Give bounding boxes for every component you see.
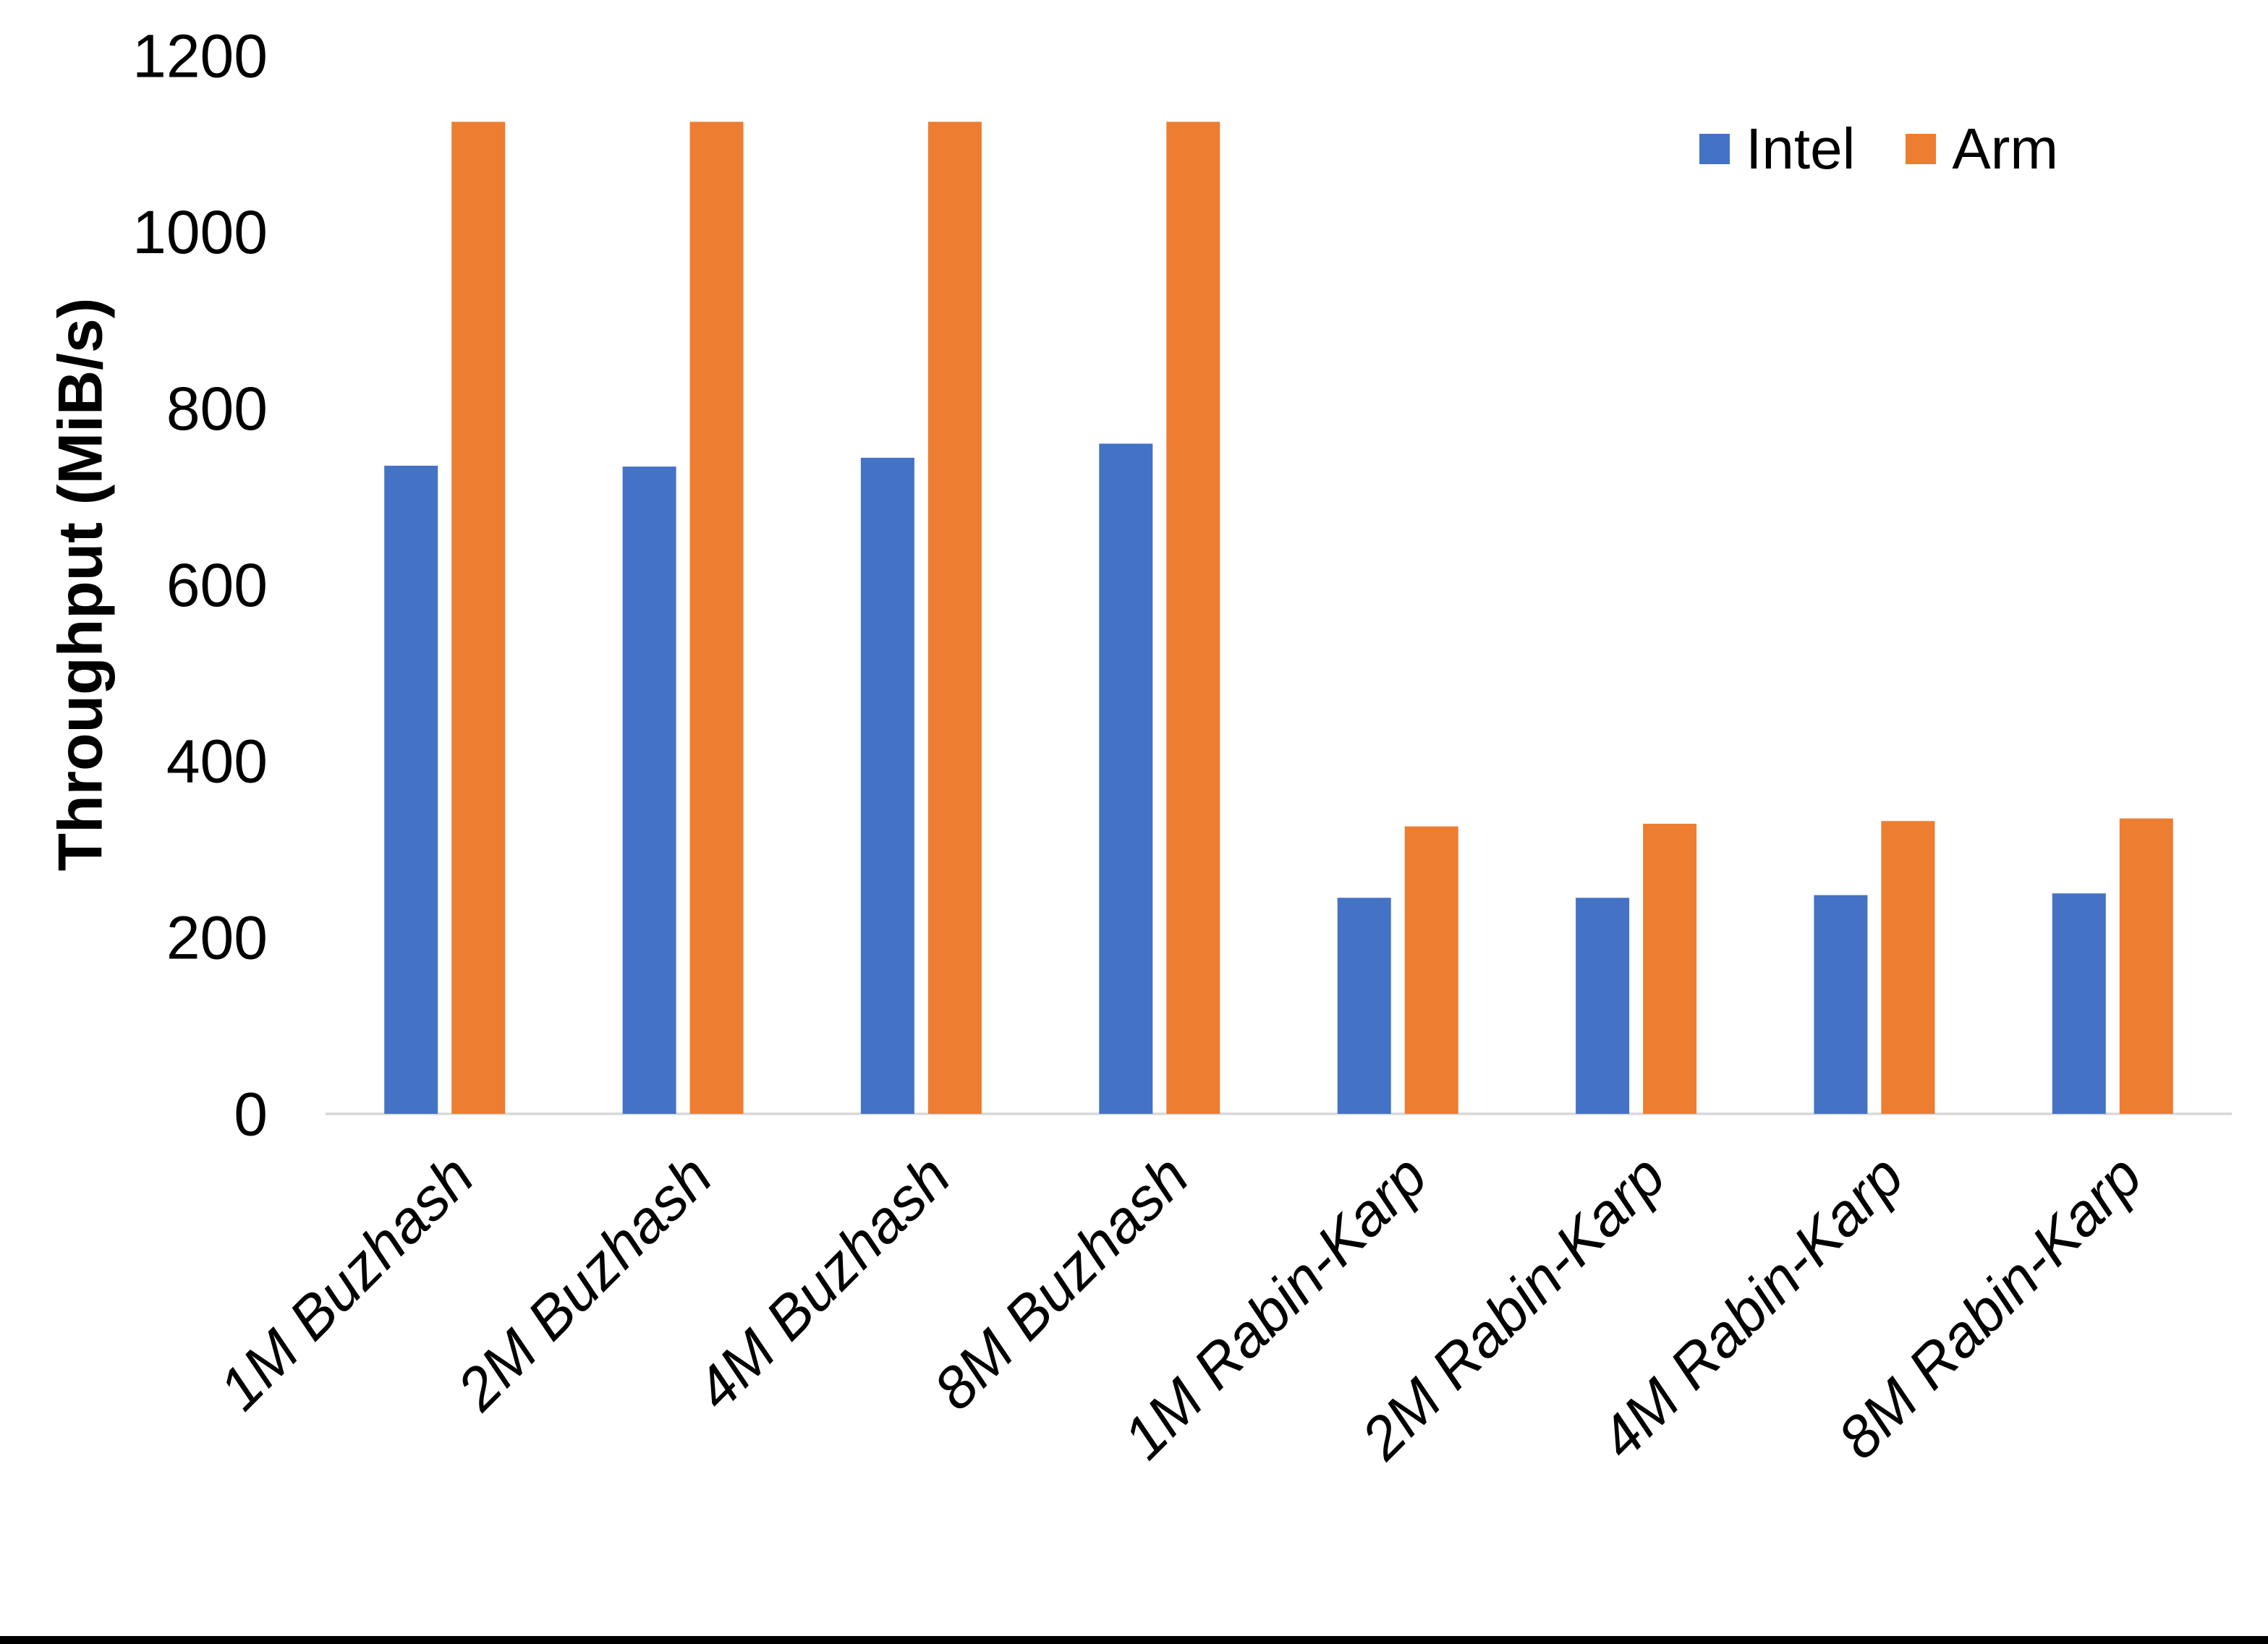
y-tick-label-0: 0: [234, 1080, 268, 1148]
bar-intel-8m-buzhash: [1099, 443, 1153, 1114]
bar-arm-1m-rabin-karp: [1404, 826, 1458, 1114]
bar-arm-8m-buzhash: [1166, 122, 1220, 1114]
y-tick-label-400: 400: [166, 728, 268, 796]
y-tick-label-1000: 1000: [132, 198, 268, 266]
bar-arm-2m-buzhash: [689, 122, 744, 1114]
arm-legend-label: Arm: [1952, 116, 2058, 181]
bar-intel-4m-rabin-karp: [1814, 895, 1868, 1114]
y-tick-label-600: 600: [166, 551, 268, 619]
legend-item-intel: Intel: [1699, 120, 1855, 178]
legend: Intel Arm: [1699, 120, 2058, 178]
y-axis-title: Throughput (MiB/s): [46, 297, 116, 872]
arm-series-swatch: [1906, 134, 1937, 164]
y-tick-label-200: 200: [166, 904, 268, 972]
bar-arm-8m-rabin-karp: [2119, 818, 2173, 1114]
legend-item-arm: Arm: [1906, 120, 2058, 178]
bar-arm-2m-rabin-karp: [1643, 823, 1697, 1114]
x-category-label-1m-buzhash: 1M Buzhash: [207, 1143, 487, 1423]
bar-arm-1m-buzhash: [451, 122, 506, 1114]
intel-series-swatch: [1699, 134, 1730, 164]
bar-intel-2m-buzhash: [622, 467, 676, 1114]
bar-intel-4m-buzhash: [860, 457, 914, 1114]
window-bottom-border: [0, 1636, 2268, 1644]
x-category-label-4m-buzhash: 4M Buzhash: [684, 1143, 964, 1423]
bar-intel-2m-rabin-karp: [1576, 898, 1630, 1114]
y-tick-label-1200: 1200: [132, 22, 268, 90]
bar-intel-1m-rabin-karp: [1337, 898, 1391, 1114]
intel-legend-label: Intel: [1746, 116, 1856, 181]
y-tick-label-800: 800: [166, 375, 268, 443]
x-category-label-2m-buzhash: 2M Buzhash: [444, 1143, 724, 1423]
bar-intel-1m-buzhash: [384, 465, 438, 1114]
bar-arm-4m-rabin-karp: [1881, 821, 1935, 1114]
bar-intel-8m-rabin-karp: [2052, 893, 2106, 1114]
bar-arm-4m-buzhash: [927, 122, 982, 1114]
